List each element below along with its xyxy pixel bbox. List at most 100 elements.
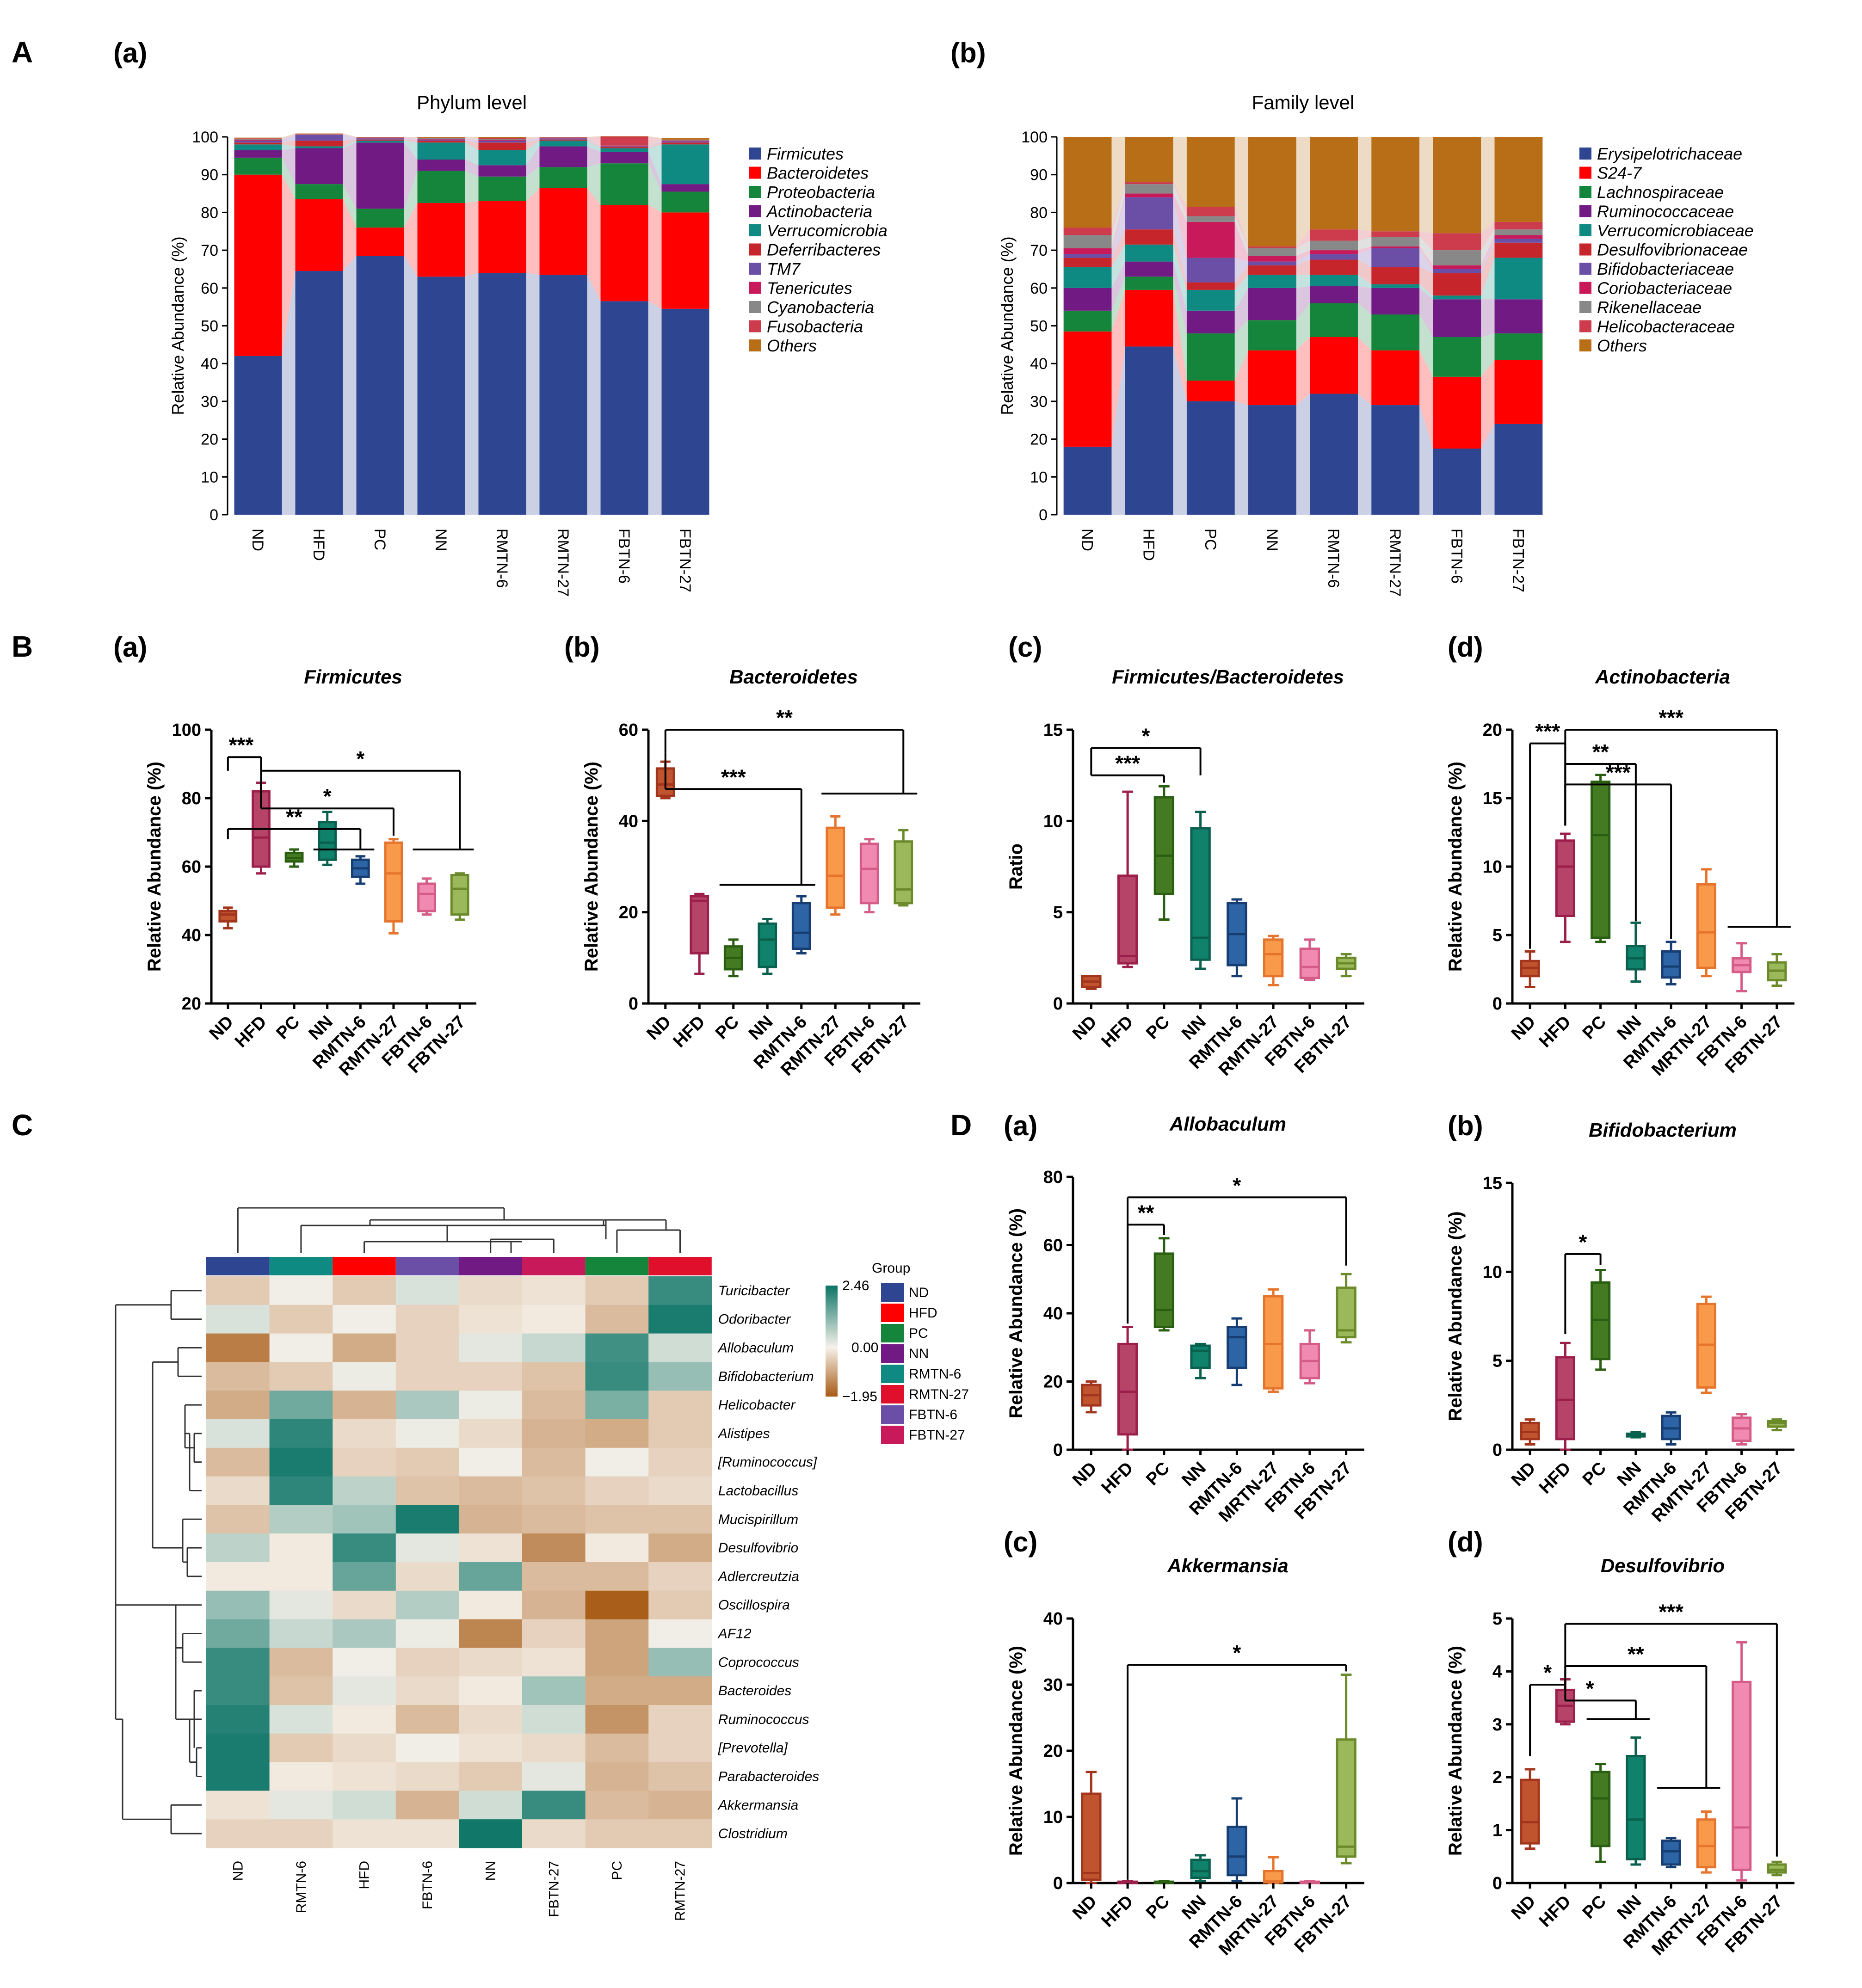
bar-segment <box>417 141 465 143</box>
panel-letters: A B C D <box>12 36 972 1142</box>
bar-segment <box>1186 282 1235 290</box>
bar-segment <box>478 176 526 201</box>
bar-segment <box>1371 267 1420 284</box>
heatmap-col-label: ND <box>230 1861 246 1881</box>
flow-ribbon <box>1296 337 1310 406</box>
scale-label: 2.46 <box>842 1278 869 1293</box>
x-tick-label: PC <box>371 529 388 550</box>
flow-ribbon <box>1173 346 1187 515</box>
y-tick-label: 60 <box>201 280 218 297</box>
heatmap-cell <box>269 1676 333 1705</box>
heatmap-cell <box>522 1476 586 1505</box>
heatmap-cell <box>333 1533 396 1563</box>
heatmap-cell <box>333 1476 396 1505</box>
heatmap-cell <box>459 1676 523 1705</box>
heatmap-cell <box>333 1590 396 1620</box>
heatmap-cell <box>585 1676 649 1705</box>
sig-label: *** <box>229 733 254 757</box>
heatmap-cell <box>333 1733 396 1763</box>
heatmap-cell <box>459 1391 523 1420</box>
panel-letter-a: A <box>12 36 33 69</box>
y-axis-label: Relative Abundance (%) <box>1445 762 1466 972</box>
sig-label: *** <box>1659 706 1683 730</box>
bar-segment <box>1186 258 1235 283</box>
bar-segment <box>356 209 404 228</box>
legend-swatch <box>1579 224 1591 236</box>
heatmap-cell <box>648 1705 712 1734</box>
x-tick-label: HFD <box>1535 1892 1575 1931</box>
y-tick-label: 70 <box>1030 242 1048 259</box>
box <box>1555 1356 1575 1440</box>
bar-segment <box>1063 254 1112 258</box>
x-tick-label: ND <box>1069 1459 1101 1490</box>
heatmap-cell <box>269 1305 333 1334</box>
heatmap-cell <box>648 1562 712 1591</box>
flow-ribbon <box>404 138 418 141</box>
flow-ribbon <box>282 133 296 139</box>
legend-swatch <box>1579 263 1591 275</box>
flow-ribbon <box>1234 222 1249 262</box>
legend-swatch <box>1579 320 1591 332</box>
sig-label: * <box>1579 1230 1587 1254</box>
group-legend-label: FBTN-6 <box>909 1407 957 1422</box>
heatmap-cell <box>269 1733 333 1763</box>
heatmap-cell <box>395 1505 459 1534</box>
bar-segment <box>1433 250 1481 265</box>
box <box>859 843 879 905</box>
heatmap-cell <box>269 1447 333 1477</box>
legend-label: Verrucomicrobiaceae <box>1597 221 1754 240</box>
heatmap-cell <box>206 1762 270 1791</box>
heatmap-cell <box>459 1648 523 1677</box>
heatmap-cell <box>585 1333 649 1362</box>
heatmap-cell <box>522 1391 586 1420</box>
flow-ribbon <box>465 139 479 141</box>
flow-ribbon <box>404 137 418 138</box>
group-strip <box>648 1257 712 1275</box>
heatmap-cell <box>269 1819 333 1848</box>
bar-segment <box>1186 289 1235 311</box>
flow-ribbon <box>465 160 479 177</box>
legend-swatch <box>1579 166 1591 179</box>
heatmap-cell <box>206 1447 270 1477</box>
flow-ribbon <box>465 141 479 150</box>
heatmap-cell <box>206 1333 270 1362</box>
bar-segment <box>356 142 404 209</box>
heatmap-cell <box>459 1362 523 1391</box>
bar-segment <box>295 135 343 141</box>
heatmap-col-label: RMTN-27 <box>673 1861 688 1921</box>
heatmap-cell <box>206 1676 270 1705</box>
heatmap-row-label: Bacteroides <box>718 1683 791 1699</box>
x-tick-label: ND <box>1508 1459 1540 1490</box>
group-strip <box>395 1257 459 1275</box>
flow-ribbon <box>1481 299 1495 338</box>
flow-ribbon <box>648 136 662 146</box>
heatmap-cell <box>333 1362 396 1391</box>
bar-segment <box>1125 193 1173 197</box>
heatmap-cell <box>333 1505 396 1534</box>
bar-segment <box>234 144 282 150</box>
bar-segment <box>356 138 404 140</box>
bar-segment <box>1371 288 1420 314</box>
flow-ribbon <box>1111 277 1125 332</box>
group-legend-label: RMTN-6 <box>909 1366 961 1382</box>
bar-segment <box>1186 216 1235 222</box>
legend-label: Others <box>767 336 817 355</box>
y-tick-label: 20 <box>1043 1742 1063 1761</box>
bar-segment <box>1371 350 1420 406</box>
heatmap-cell <box>585 1762 649 1791</box>
y-tick-label: 10 <box>1483 1262 1502 1282</box>
heatmap-cell <box>522 1419 586 1448</box>
heatmap-row-label: Odoribacter <box>718 1312 791 1327</box>
legend-label: Verrucomicrobia <box>767 221 888 240</box>
chart-B-c: (c) Firmicutes/Bacteroidetes 0 5 10 15 Ratio ND… <box>1006 632 1364 1080</box>
box <box>1661 950 1681 979</box>
flow-ribbon <box>404 141 418 160</box>
legend-swatch <box>1579 282 1591 294</box>
bar-segment <box>1248 256 1296 262</box>
heatmap-cell <box>648 1505 712 1534</box>
y-tick-label: 40 <box>1030 355 1048 373</box>
heatmap-cell <box>459 1476 523 1505</box>
y-tick-label: 0 <box>210 506 218 524</box>
flow-ribbon <box>343 135 357 141</box>
bar-segment <box>1125 197 1173 230</box>
